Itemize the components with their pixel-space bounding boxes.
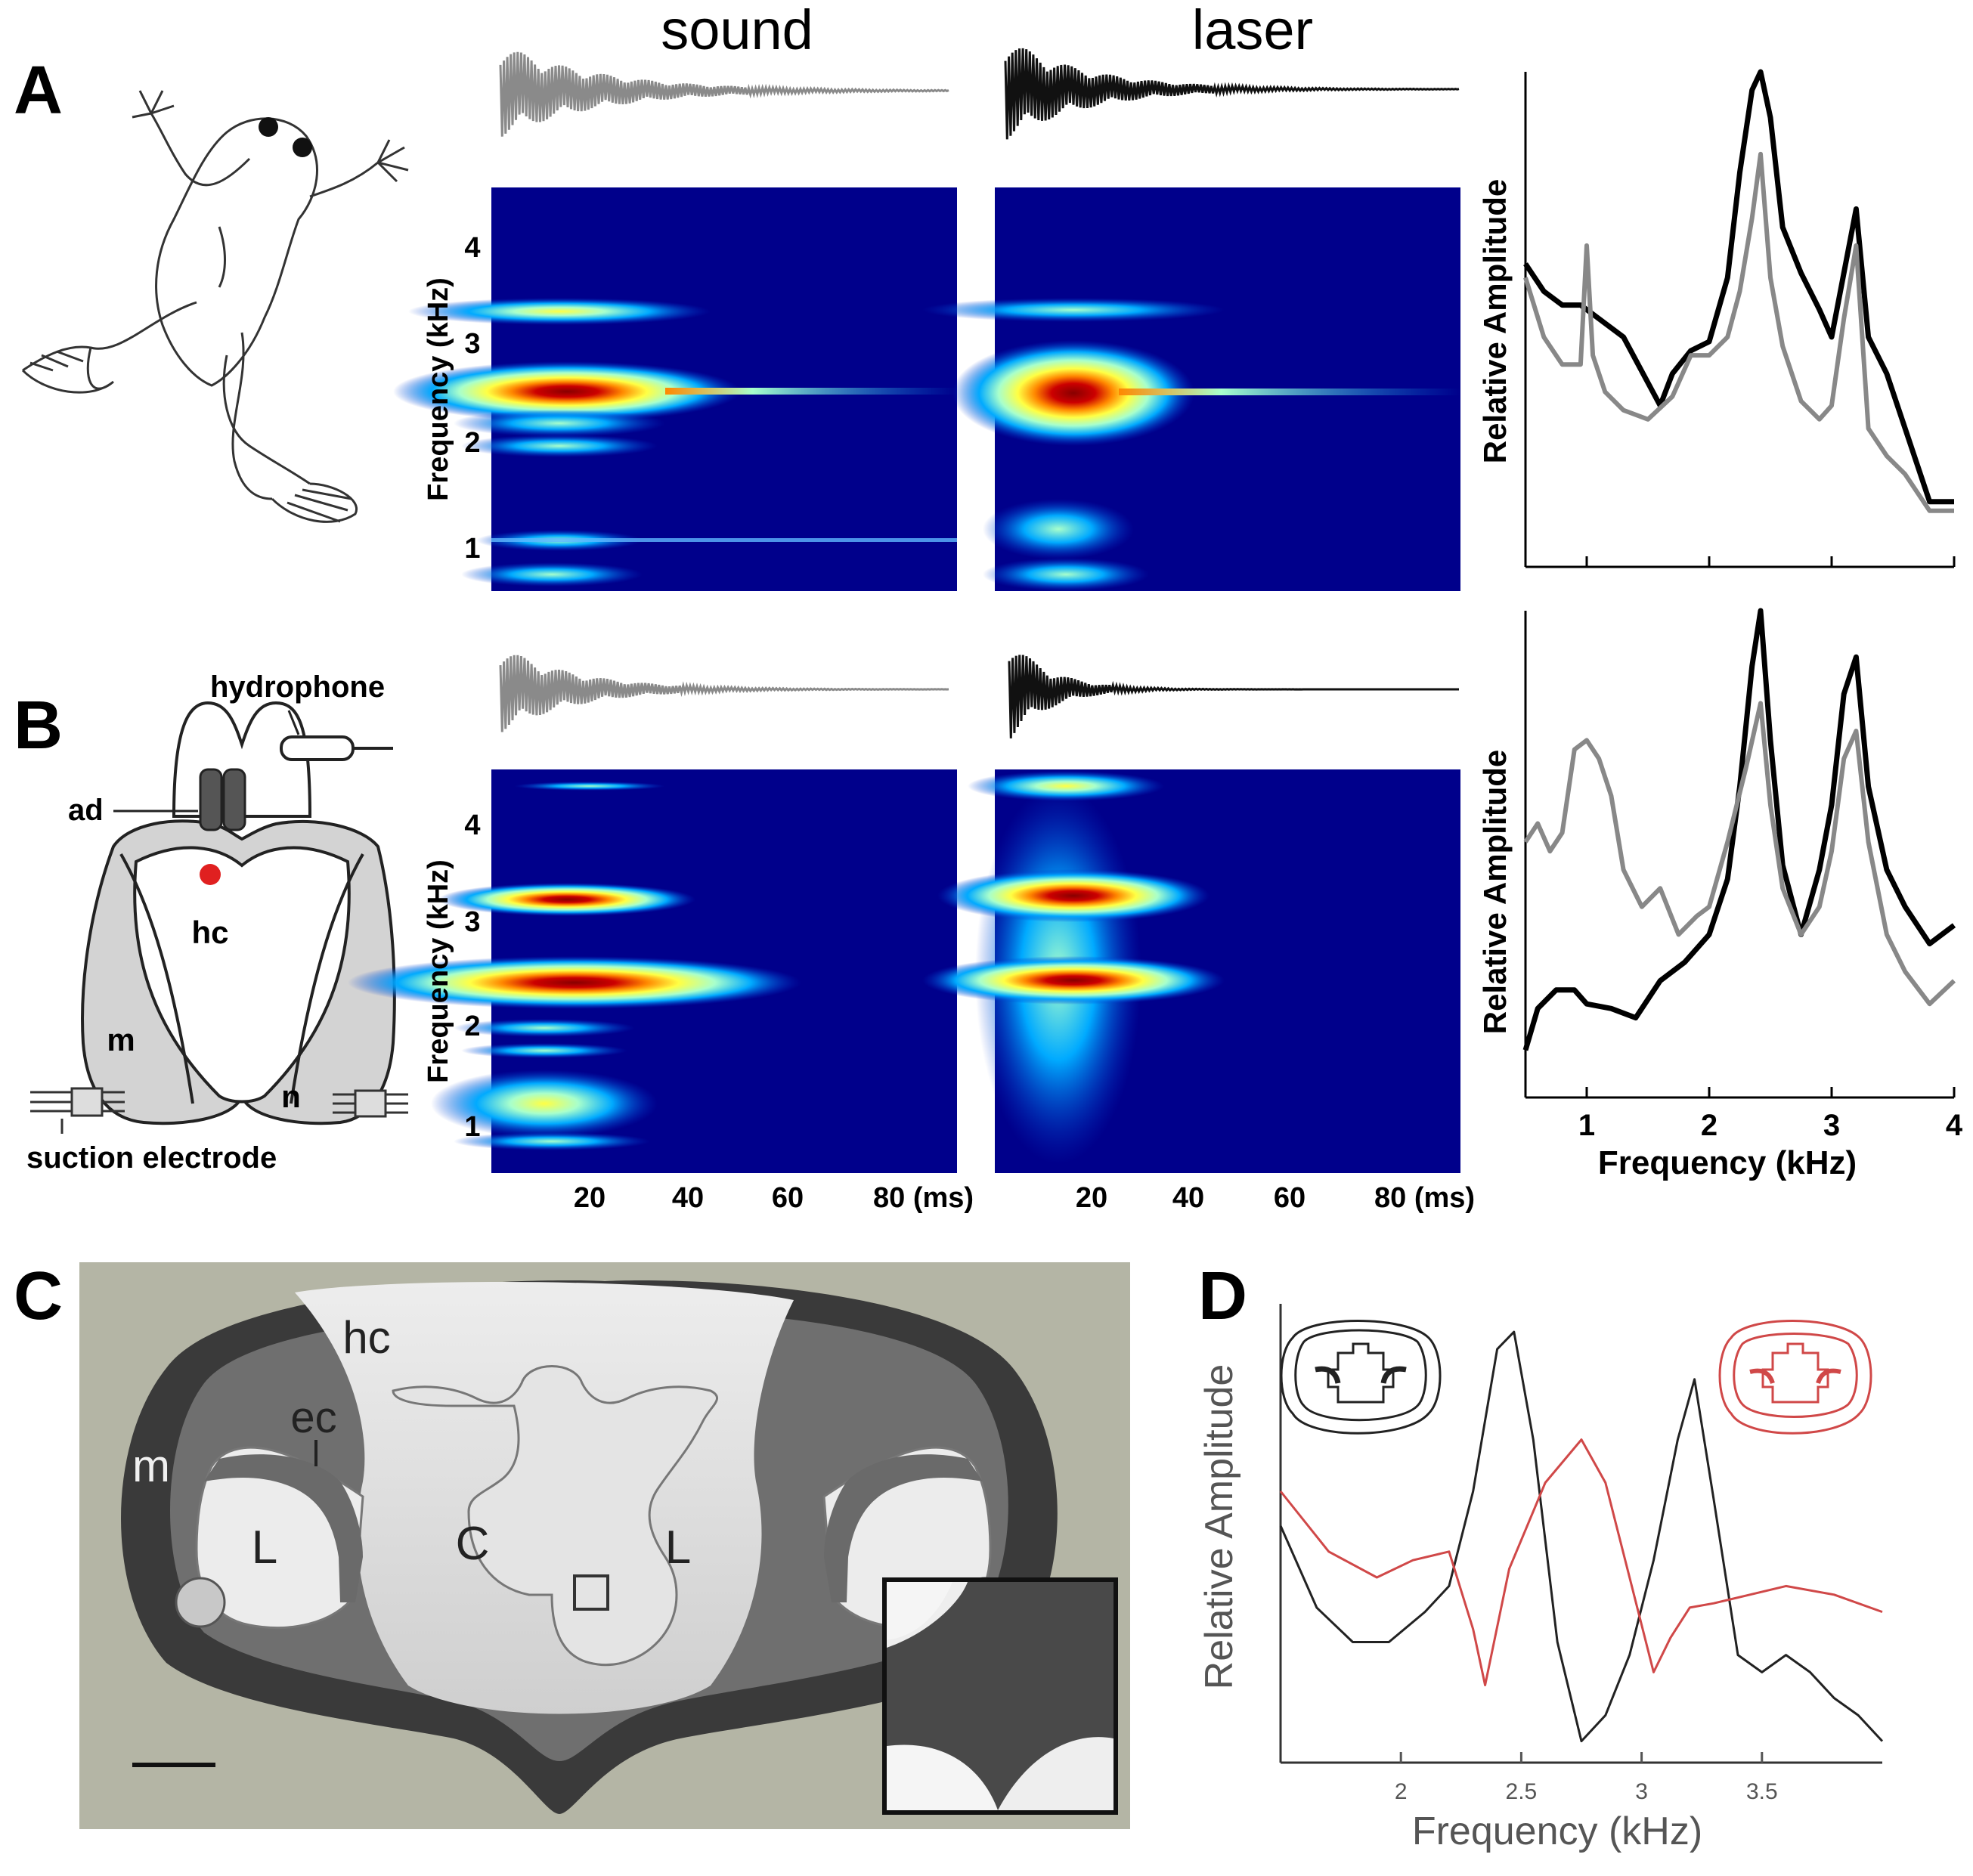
x-tick-label: 4 (1946, 1109, 1963, 1142)
hydrophone-icon (280, 735, 355, 761)
x-tick-label: 3 (1635, 1779, 1648, 1804)
spectrogram-a-ylabel: Frequency (kHz) (423, 277, 454, 501)
spectrogram-a-sound (393, 187, 957, 591)
spectrogram-laser-xtick-60: 60 (1274, 1182, 1306, 1214)
series-line-1 (1523, 151, 1954, 513)
photo-c-C-label: C (456, 1518, 490, 1570)
skull-outline-black-icon (1280, 1320, 1442, 1435)
photo-c-m-label: m (132, 1441, 170, 1491)
spectrogram-b-sound (348, 769, 957, 1173)
column-title-laser: laser (1192, 0, 1313, 61)
photo-c-ec-label: ec (290, 1393, 336, 1442)
spectrogram-sound-xtick-60: 60 (772, 1182, 804, 1214)
frog-illustration (21, 90, 409, 523)
spectrogram-a-ytick-1: 1 (464, 533, 480, 565)
spectrum-a-ylabel: Relative Amplitude (1477, 179, 1513, 464)
column-title-sound: sound (661, 0, 813, 61)
diagram-b-n-label: n (281, 1079, 301, 1114)
x-tick-label: 2 (1395, 1779, 1408, 1804)
diagram-b-hc-label: hc (191, 915, 228, 950)
frog-eye-right (293, 138, 312, 157)
diagram-b-ad-left (199, 768, 223, 831)
suction-electrode-right (333, 1089, 408, 1118)
spectrum-chart-b: Relative Amplitude Frequency (kHz) 1 2 3 4 (1477, 608, 1963, 1181)
diagram-b-hydrophone-label: hydrophone (210, 670, 385, 704)
spectrum-b-ylabel: Relative Amplitude (1477, 750, 1513, 1035)
spectrum-chart-a: Relative Amplitude (1477, 69, 1956, 568)
panel-c-letter: C (14, 1258, 63, 1334)
histology-inset (882, 1577, 1118, 1815)
series-line-0 (1523, 69, 1954, 505)
spectrogram-laser-xtick-20: 20 (1076, 1182, 1107, 1214)
waveform-a-sound (499, 51, 949, 137)
spectrogram-a-ytick-2: 2 (464, 427, 480, 459)
x-tick-label: 2.5 (1506, 1779, 1538, 1804)
diagram-b-suction-electrode-label: suction electrode (26, 1141, 277, 1175)
spectrogram-b-ytick-3: 3 (464, 906, 480, 938)
spectrogram-a-laser (922, 187, 1460, 591)
spectrogram-a-ytick-4: 4 (464, 232, 480, 264)
waveform-trace (1004, 48, 1460, 140)
spectrogram-b-ytick-4: 4 (464, 810, 480, 841)
spectrogram-sound-xtick-80: 80 (ms) (873, 1182, 974, 1214)
diagram-b-ad-right (222, 768, 246, 831)
spectrogram-sound-xtick-20: 20 (574, 1182, 606, 1214)
frog-eye-left (259, 117, 278, 137)
skull-outline-red-icon (1718, 1320, 1872, 1435)
spectrogram-sound-xtick-40: 40 (672, 1182, 704, 1214)
spectrogram-b-ylabel: Frequency (kHz) (423, 859, 454, 1083)
x-tick-label: 1 (1578, 1109, 1595, 1142)
panel-a-letter: A (14, 53, 63, 128)
spectrogram-laser-xtick-80: 80 (ms) (1374, 1182, 1475, 1214)
panel-b-letter: B (14, 688, 63, 763)
x-tick-label: 2 (1701, 1109, 1717, 1142)
spectrum-chart-d: Relative Amplitude Frequency (kHz) 2 2.5 3… (1197, 1304, 1884, 1853)
spectrum-d-xlabel: Frequency (kHz) (1412, 1809, 1702, 1853)
waveform-b-laser (1008, 655, 1459, 738)
spectrum-d-ylabel: Relative Amplitude (1197, 1364, 1241, 1690)
diagram-b-ad-label: ad (68, 794, 104, 827)
diagram-b-m-label: m (107, 1022, 135, 1057)
photo-c-hc-label: hc (342, 1312, 390, 1363)
series-line-1 (1279, 1438, 1883, 1686)
diagram-b-stimulus-dot (200, 864, 221, 885)
waveform-trace (1008, 655, 1459, 738)
waveform-trace (499, 655, 949, 732)
photo-c-L-right-label: L (665, 1522, 691, 1574)
suction-electrode-left (30, 1087, 125, 1134)
photo-c-L-left-label: L (252, 1522, 277, 1574)
spectrogram-b-laser (922, 769, 1460, 1173)
spectrogram-b-ytick-2: 2 (464, 1011, 480, 1042)
spectrogram-laser-xtick-40: 40 (1172, 1182, 1204, 1214)
series-line-1 (1523, 701, 1956, 1007)
diagram-b-skull (81, 701, 396, 1125)
series-line-0 (1279, 1330, 1884, 1743)
spectrum-b-xlabel: Frequency (kHz) (1598, 1144, 1857, 1181)
spectrogram-a-ytick-3: 3 (464, 328, 480, 360)
waveform-trace (499, 51, 949, 137)
spectrogram-b-ytick-1: 1 (464, 1111, 480, 1143)
waveform-a-laser (1004, 48, 1460, 140)
x-tick-label: 3 (1823, 1109, 1840, 1142)
waveform-b-sound (499, 655, 949, 732)
series-line-0 (1522, 608, 1956, 1051)
x-tick-label: 3.5 (1746, 1779, 1778, 1804)
panel-d-letter: D (1198, 1258, 1247, 1334)
